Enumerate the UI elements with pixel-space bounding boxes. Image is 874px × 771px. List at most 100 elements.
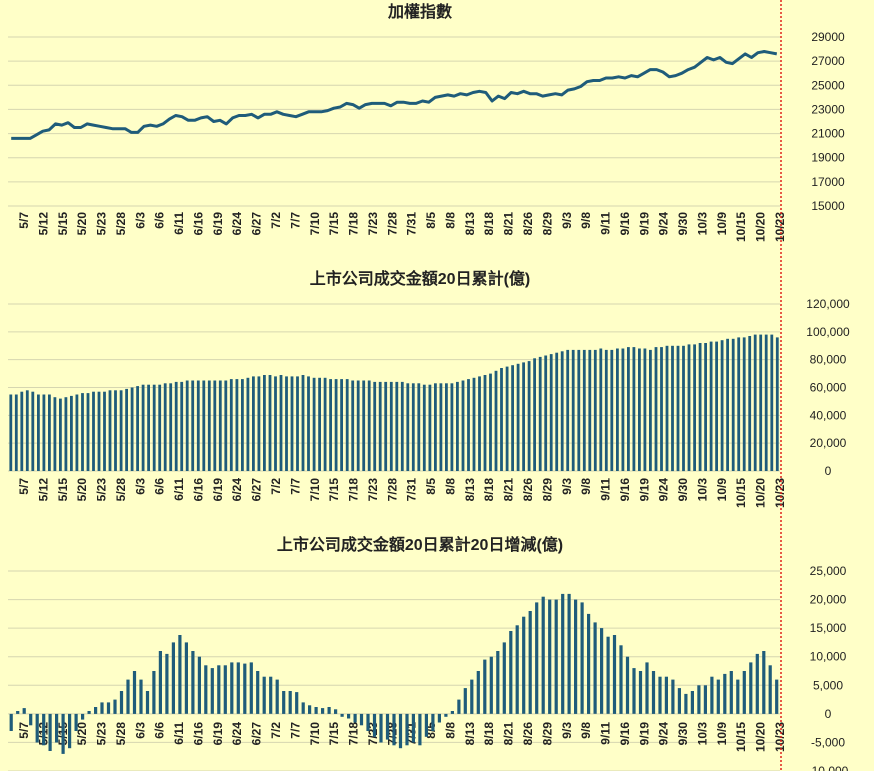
bar: [141, 384, 145, 471]
bar: [384, 381, 388, 471]
bar: [684, 693, 688, 714]
bar: [75, 394, 79, 471]
series-line: [11, 50, 778, 140]
x-tick-label: 10/15: [734, 478, 748, 508]
x-tick-label: 10/23: [773, 478, 787, 508]
bar: [444, 713, 448, 717]
x-tick-label: 8/29: [540, 722, 554, 746]
x-tick-label: 6/19: [211, 212, 225, 236]
bar: [494, 370, 498, 471]
bar: [697, 685, 701, 714]
bar: [86, 393, 90, 471]
bar: [14, 394, 18, 471]
x-tick-label: 6/11: [172, 478, 186, 501]
bar: [42, 713, 46, 746]
x-tick-label: 7/28: [385, 478, 399, 502]
y-tick-label: 120,000: [806, 297, 850, 311]
bar: [158, 651, 162, 714]
bar: [81, 393, 84, 471]
bar: [106, 702, 111, 714]
bar: [548, 599, 552, 714]
bar: [515, 625, 519, 714]
x-tick-label: 7/18: [347, 212, 361, 236]
x-tick-label: 7/2: [269, 212, 283, 229]
bar: [279, 375, 283, 471]
bar: [439, 383, 443, 471]
bar: [619, 645, 623, 714]
x-tick-label: 9/8: [579, 212, 593, 229]
x-tick-label: 6/11: [172, 722, 186, 745]
y-tick-label: 25000: [811, 78, 845, 92]
bar: [731, 338, 735, 471]
x-tick-label: 7/28: [385, 212, 399, 236]
x-tick-label: 6/24: [230, 722, 244, 746]
bar: [748, 336, 752, 471]
bar: [210, 668, 214, 714]
bar: [682, 345, 685, 472]
x-tick-label: 5/15: [56, 478, 70, 502]
bar: [395, 381, 399, 471]
x-tick-label: 9/11: [599, 478, 613, 501]
bar: [185, 380, 189, 471]
bar: [400, 381, 404, 471]
x-tick-label: 10/20: [754, 478, 768, 508]
bar: [753, 334, 757, 471]
y-tick-label: 10,000: [810, 650, 847, 664]
index-line: [11, 50, 778, 140]
bar: [347, 713, 351, 719]
x-tick-label: 5/23: [95, 722, 109, 746]
bar: [290, 376, 294, 471]
bar: [422, 384, 426, 471]
bar: [362, 380, 366, 471]
x-tick-label: 10/3: [695, 722, 709, 746]
bar: [677, 688, 681, 714]
x-tick-label: 8/26: [521, 478, 535, 502]
x-tick-label: 6/3: [133, 722, 147, 739]
x-tick-label: 10/9: [715, 478, 729, 502]
x-tick-label: 9/16: [618, 212, 632, 236]
bar: [612, 635, 617, 714]
bar: [770, 334, 774, 471]
bar: [269, 676, 273, 714]
x-tick-label: 6/6: [153, 722, 167, 739]
x-tick-label: 9/3: [560, 212, 574, 229]
bar: [483, 375, 487, 471]
bar: [230, 662, 234, 714]
x-tick-label: 7/2: [269, 478, 283, 495]
bar: [522, 362, 525, 471]
x-tick-label: 8/21: [502, 212, 516, 236]
y-tick-label: 25,000: [810, 564, 847, 578]
x-tick-label: 8/8: [443, 478, 457, 495]
x-tick-label: 7/10: [308, 478, 322, 502]
bar: [457, 699, 461, 714]
bar: [538, 356, 542, 471]
y-tick-label: 15000: [811, 199, 845, 213]
x-tick-label: 9/11: [599, 722, 613, 745]
bar: [94, 707, 98, 714]
x-tick-label: 10/23: [773, 722, 787, 752]
bar: [649, 349, 652, 471]
bar: [301, 702, 305, 714]
bar: [351, 380, 355, 471]
x-tick-label: 9/30: [676, 722, 690, 746]
bar: [81, 713, 85, 720]
bar: [566, 349, 570, 471]
bar: [737, 337, 741, 471]
bar: [703, 685, 707, 714]
bar: [202, 380, 206, 471]
bar: [671, 345, 674, 472]
x-tick-label: 8/26: [521, 212, 535, 236]
bar: [147, 384, 150, 471]
bar: [621, 348, 625, 471]
x-tick-label: 7/23: [366, 212, 380, 236]
bar: [92, 391, 95, 471]
bar: [378, 381, 382, 471]
bar: [604, 349, 608, 471]
bar: [366, 713, 370, 731]
bar: [184, 642, 188, 714]
bar: [478, 376, 481, 471]
bar: [252, 376, 255, 471]
bar: [197, 656, 201, 714]
x-tick-label: 6/6: [153, 478, 167, 495]
y-tick-label: 20,000: [810, 593, 847, 607]
